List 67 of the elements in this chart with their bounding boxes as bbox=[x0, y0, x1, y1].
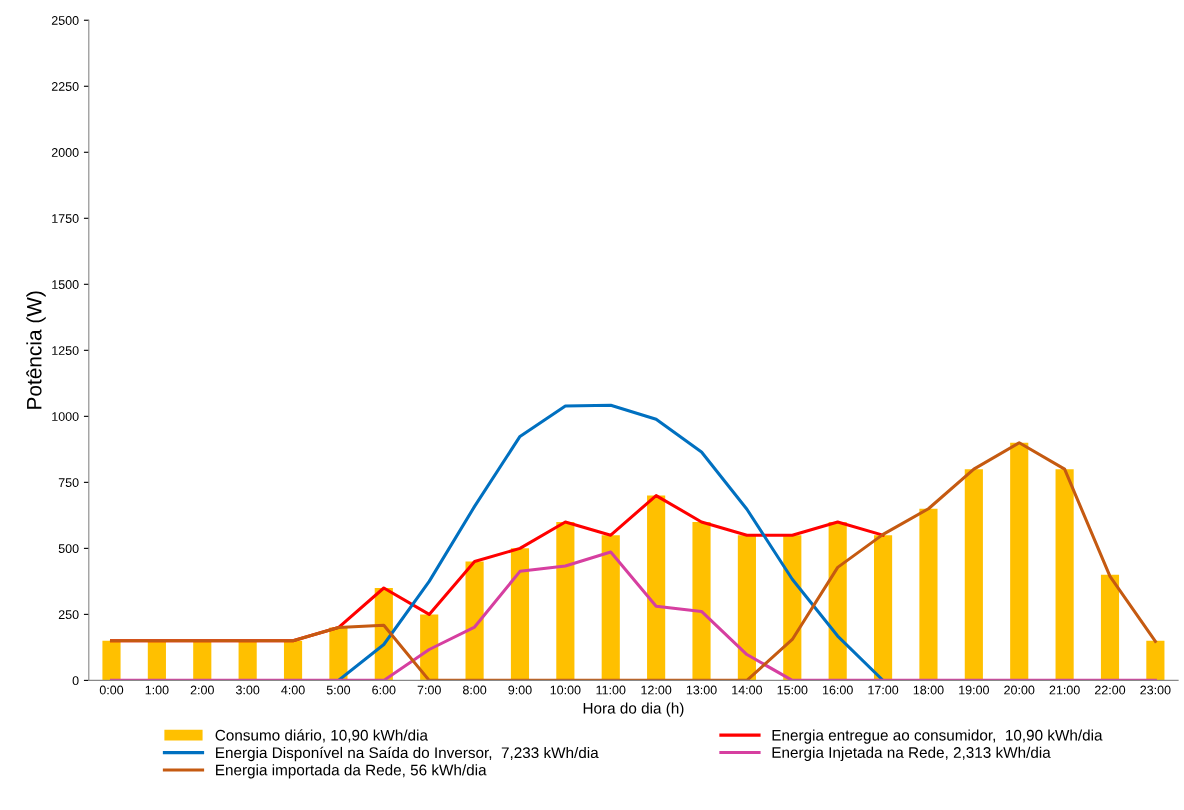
bar bbox=[692, 521, 711, 681]
x-tick-label: 16:00 bbox=[822, 685, 853, 695]
bar bbox=[964, 469, 983, 681]
x-tick-label: 8:00 bbox=[462, 685, 487, 695]
bar bbox=[737, 535, 756, 681]
x-tick-label: 7:00 bbox=[417, 685, 441, 695]
x-tick-label: 19:00 bbox=[959, 685, 989, 695]
legend-label: Energia importada da Rede, 56 kWh/dia bbox=[216, 764, 487, 779]
x-tick-label: 14:00 bbox=[732, 685, 763, 695]
x-tick-label: 18:00 bbox=[913, 685, 944, 695]
x-tick-label: 21:00 bbox=[1049, 685, 1080, 695]
bar bbox=[510, 548, 530, 681]
y-tick-label: 2000 bbox=[51, 148, 79, 157]
bar bbox=[647, 495, 666, 681]
x-tick-label: 13:00 bbox=[686, 685, 717, 695]
bar bbox=[1010, 442, 1029, 681]
bar bbox=[193, 640, 212, 681]
y-tick-label: 2250 bbox=[51, 82, 79, 91]
y-tick-label: 0 bbox=[72, 676, 79, 686]
x-tick-label: 15:00 bbox=[777, 685, 808, 695]
x-tick-label: 0:00 bbox=[99, 685, 124, 695]
bar bbox=[238, 640, 257, 681]
bar bbox=[1146, 640, 1165, 681]
x-tick-label: 4:00 bbox=[281, 685, 305, 695]
line-series bbox=[336, 403, 885, 681]
bar bbox=[465, 561, 484, 681]
x-tick-label: 10:00 bbox=[550, 685, 581, 695]
x-tick-label: 2:00 bbox=[190, 685, 214, 695]
y-tick-label: 250 bbox=[58, 610, 79, 620]
bar bbox=[147, 640, 166, 681]
bar bbox=[329, 627, 348, 681]
y-axis-title: Potência (W) bbox=[26, 291, 46, 409]
y-tick-label: 1750 bbox=[52, 214, 79, 223]
bar bbox=[556, 521, 575, 681]
y-tick-label: 1500 bbox=[52, 280, 79, 289]
y-tick-label: 2500 bbox=[51, 16, 79, 25]
bar bbox=[283, 640, 303, 681]
bar bbox=[919, 508, 938, 681]
y-tick-label: 750 bbox=[58, 478, 79, 488]
x-tick-label: 17:00 bbox=[868, 685, 899, 695]
legend-label: Energia Disponível na Saída do Inversor, 7,233 kWh/dia bbox=[216, 746, 599, 762]
bar bbox=[102, 640, 121, 681]
x-tick-label: 12:00 bbox=[641, 685, 672, 695]
line-series bbox=[109, 550, 1157, 681]
x-tick-label: 5:00 bbox=[326, 685, 351, 695]
bar bbox=[1055, 469, 1074, 681]
legend-label: Consumo diário, 10,90 kWh/dia bbox=[215, 729, 428, 743]
legend-label: Energia entregue ao consumidor, 10,90 kWh/dia bbox=[772, 729, 1103, 744]
line-series bbox=[109, 441, 1157, 681]
y-tick-label: 1000 bbox=[52, 412, 79, 421]
x-tick-label: 1:00 bbox=[145, 685, 169, 695]
x-tick-label: 23:00 bbox=[1140, 685, 1171, 695]
x-tick-label: 3:00 bbox=[235, 685, 260, 695]
bar bbox=[1100, 574, 1120, 681]
x-axis-title: Hora do dia (h) bbox=[583, 702, 684, 717]
x-tick-label: 6:00 bbox=[372, 685, 396, 695]
y-tick-label: 1250 bbox=[52, 346, 79, 355]
legend-label: Energia Injetada na Rede, 2,313 kWh/dia bbox=[772, 746, 1051, 761]
y-tick-label: 500 bbox=[58, 544, 79, 554]
x-tick-label: 11:00 bbox=[596, 685, 626, 695]
bar bbox=[601, 535, 620, 681]
x-tick-label: 22:00 bbox=[1094, 685, 1126, 695]
bar bbox=[828, 521, 847, 681]
x-tick-label: 9:00 bbox=[508, 685, 532, 695]
bar bbox=[783, 535, 802, 681]
x-tick-label: 20:00 bbox=[1004, 685, 1035, 695]
bar bbox=[873, 535, 893, 681]
